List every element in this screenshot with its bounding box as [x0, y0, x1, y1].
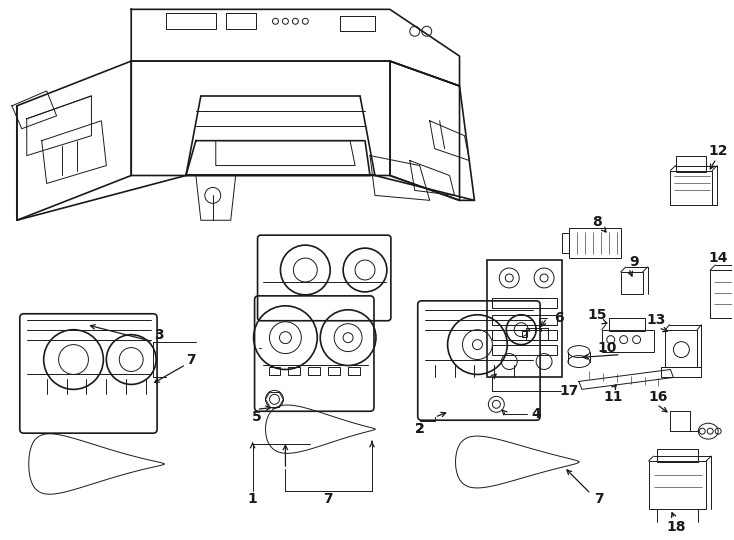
Bar	[608, 318, 644, 330]
Bar	[670, 171, 712, 205]
Bar	[522, 330, 527, 336]
Text: 13: 13	[647, 313, 666, 327]
Text: 18: 18	[666, 519, 686, 534]
Text: 2: 2	[415, 422, 424, 436]
Bar	[288, 368, 300, 375]
Text: 8: 8	[592, 215, 602, 230]
Text: 10: 10	[597, 341, 617, 355]
Bar	[328, 368, 340, 375]
Bar	[661, 368, 701, 377]
Bar	[269, 368, 280, 375]
Bar	[348, 368, 360, 375]
Text: 2: 2	[415, 422, 424, 436]
Text: 14: 14	[708, 251, 728, 265]
Bar	[569, 228, 621, 258]
Bar	[649, 461, 706, 509]
Bar	[656, 449, 698, 462]
Bar	[493, 298, 557, 308]
Text: 6: 6	[554, 310, 564, 325]
Bar	[562, 233, 569, 253]
Text: 3: 3	[154, 328, 164, 342]
Bar	[666, 330, 697, 368]
Text: 12: 12	[708, 144, 728, 158]
Bar	[493, 345, 557, 355]
Text: 9: 9	[629, 255, 639, 269]
Text: 4: 4	[531, 407, 541, 421]
Text: 7: 7	[594, 492, 603, 506]
Text: 1: 1	[247, 492, 258, 506]
Text: 7: 7	[186, 353, 196, 367]
Bar	[493, 315, 557, 325]
Bar	[602, 330, 653, 352]
Text: 16: 16	[649, 390, 668, 404]
Text: 17: 17	[559, 384, 578, 399]
Bar	[308, 368, 320, 375]
Bar	[493, 330, 557, 340]
Bar	[677, 156, 706, 172]
Text: 5: 5	[252, 410, 261, 424]
Bar	[711, 270, 734, 318]
Bar	[621, 272, 642, 294]
Text: 15: 15	[587, 308, 606, 322]
Text: 7: 7	[324, 492, 333, 506]
Bar	[487, 260, 562, 377]
Text: 11: 11	[603, 390, 622, 404]
Bar	[526, 328, 548, 340]
